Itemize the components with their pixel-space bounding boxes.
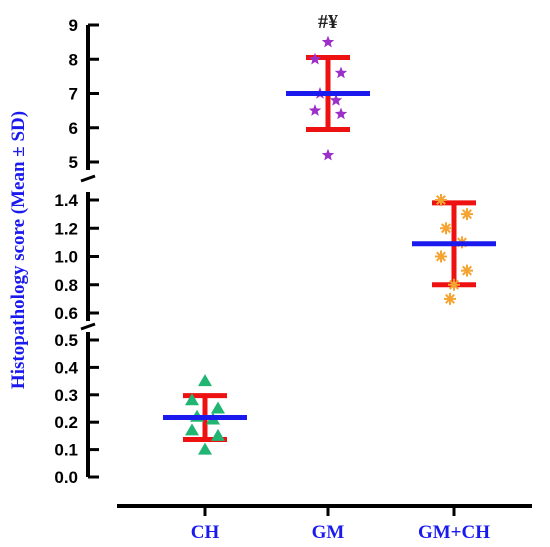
y-tick-label: 1.2 (54, 219, 78, 238)
axis-break (80, 174, 96, 183)
data-point (461, 264, 473, 277)
x-axis: CH GM GM+CH (117, 504, 532, 543)
x-tick-label: GM (312, 522, 345, 543)
group-CH (163, 374, 247, 455)
data-point (440, 222, 452, 235)
y-tick-label: 0.5 (54, 331, 78, 350)
y-tick-label: 0.0 (54, 468, 78, 487)
y-tick-label: 1.4 (54, 191, 78, 210)
data-point (334, 107, 348, 120)
data-point (444, 292, 456, 305)
y-tick-label: 8 (69, 50, 78, 69)
y-tick-label: 5 (69, 153, 78, 172)
data-point (211, 428, 225, 441)
x-tick-label: GM+CH (418, 522, 490, 543)
data-point (321, 148, 335, 161)
x-tick-label: CH (191, 522, 220, 543)
y-tick-label: 7 (69, 85, 78, 104)
data-point (461, 208, 473, 221)
y-tick-label: 1.0 (54, 248, 78, 267)
y-tick-label: 6 (69, 119, 78, 138)
data-point (308, 52, 322, 65)
data-point (185, 423, 199, 436)
y-axis-title: Histopathology score (Mean ± SD) (8, 111, 29, 389)
y-tick-label: 0.2 (54, 413, 78, 432)
data-point (198, 442, 212, 455)
data-point (435, 250, 447, 263)
axis-break (80, 322, 96, 331)
data-point (329, 93, 343, 106)
group-GM (286, 35, 370, 161)
y-tick-label: 9 (69, 16, 78, 35)
data-point (334, 66, 348, 79)
significance-annotation: #¥ (318, 11, 338, 33)
data-point (321, 35, 335, 48)
data-point (185, 393, 199, 406)
data-point (448, 278, 460, 291)
y-tick-label: 0.3 (54, 386, 78, 405)
data-point (435, 194, 447, 206)
y-tick-label: 0.4 (54, 358, 78, 377)
y-tick-label: 0.6 (54, 304, 78, 323)
group-GM+CH (412, 194, 496, 305)
y-axis: 0.0 0.1 0.2 0.3 0.4 0.5 0.6 0.8 1.0 1.2 1.4 5 6 7 8 9 (54, 16, 99, 487)
y-tick-label: 0.8 (54, 276, 78, 295)
data-point (308, 104, 322, 116)
plot-area: #¥ (163, 11, 496, 455)
data-point (198, 374, 212, 387)
y-tick-label: 0.1 (54, 441, 78, 460)
data-point (211, 401, 225, 414)
